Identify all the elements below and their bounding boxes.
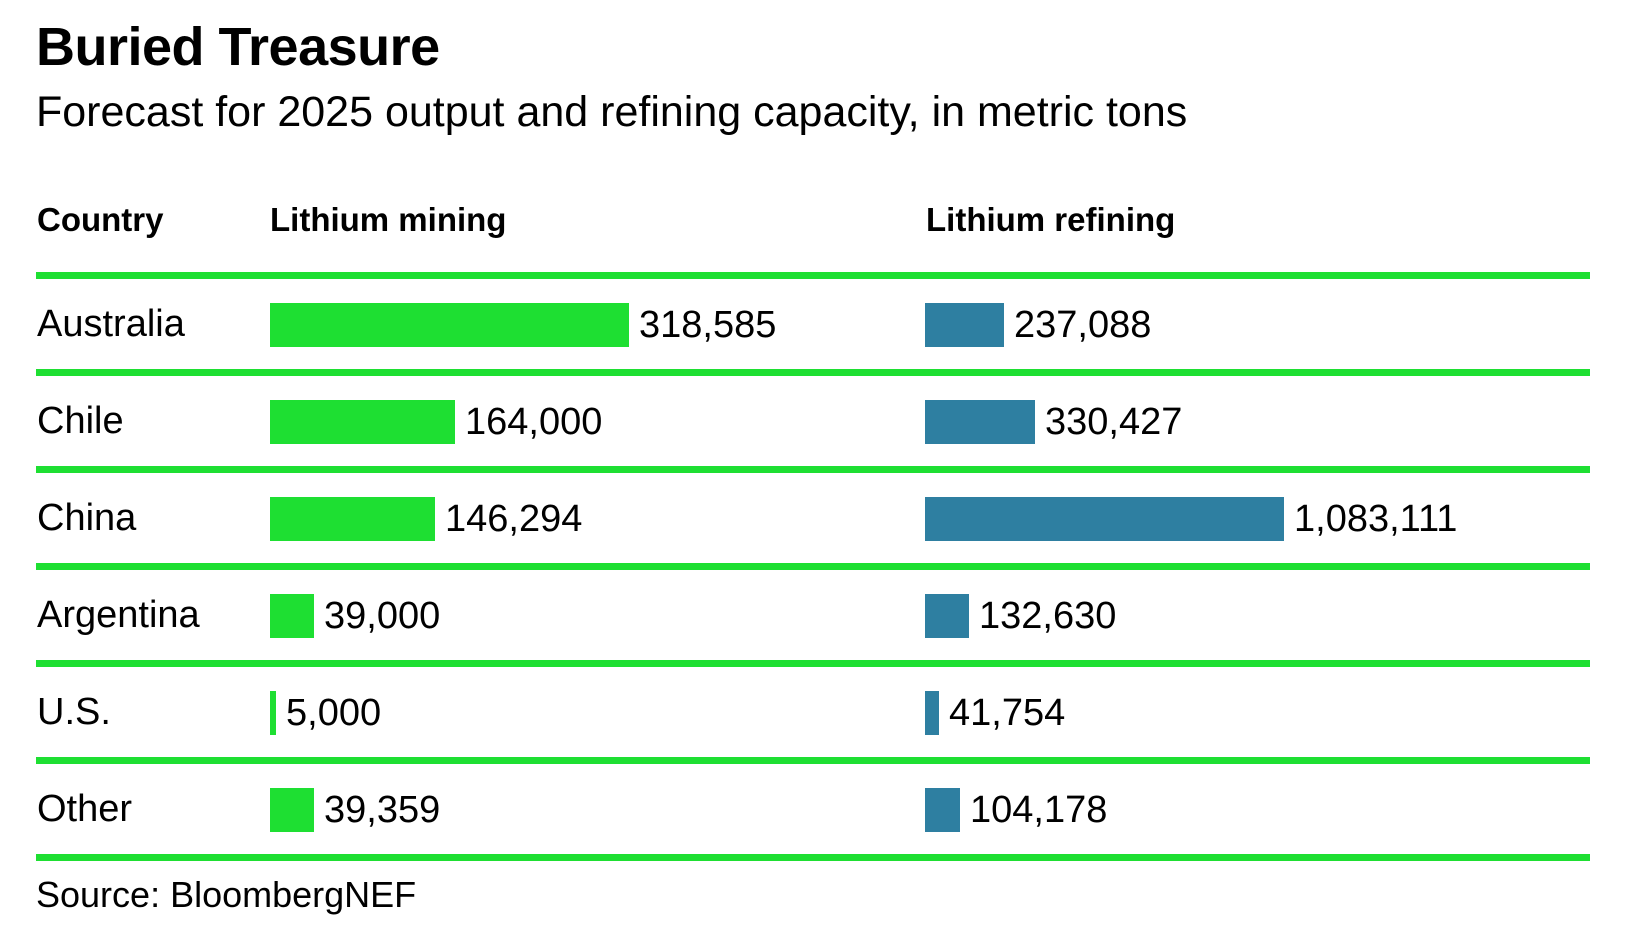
- mining-value-label: 146,294: [445, 498, 583, 540]
- row-divider: [36, 369, 1590, 376]
- country-label: Other: [37, 788, 133, 830]
- column-header-lithium-mining: Lithium mining: [270, 201, 507, 238]
- refining-value-label: 237,088: [1014, 304, 1152, 346]
- row-divider: [36, 466, 1590, 473]
- column-header-country: Country: [37, 201, 164, 238]
- country-label: U.S.: [37, 691, 111, 733]
- mining-bar: [270, 303, 629, 347]
- chart-title: Buried Treasure: [36, 17, 440, 77]
- row-divider: [36, 660, 1590, 667]
- mining-value-label: 318,585: [639, 304, 777, 346]
- refining-bar: [925, 497, 1284, 541]
- chart-subtitle: Forecast for 2025 output and refining ca…: [36, 88, 1188, 136]
- refining-bar: [925, 594, 969, 638]
- refining-bar: [925, 400, 1035, 444]
- column-header-lithium-refining: Lithium refining: [926, 201, 1176, 238]
- country-label: Australia: [37, 303, 185, 345]
- country-label: Chile: [37, 400, 124, 442]
- refining-value-label: 132,630: [979, 595, 1117, 637]
- refining-value-label: 104,178: [970, 789, 1108, 831]
- refining-value-label: 1,083,111: [1294, 498, 1458, 540]
- refining-bar: [925, 691, 939, 735]
- mining-bar: [270, 788, 314, 832]
- refining-value-label: 41,754: [949, 692, 1066, 734]
- refining-bar: [925, 303, 1004, 347]
- refining-value-label: 330,427: [1045, 401, 1183, 443]
- source-attribution: Source: BloombergNEF: [36, 874, 417, 915]
- mining-bar: [270, 400, 455, 444]
- mining-value-label: 39,000: [324, 595, 441, 637]
- mining-value-label: 164,000: [465, 401, 603, 443]
- mining-bar: [270, 594, 314, 638]
- mining-bar: [270, 497, 435, 541]
- country-label: China: [37, 497, 137, 539]
- refining-bar: [925, 788, 960, 832]
- row-divider: [36, 757, 1590, 764]
- mining-value-label: 5,000: [286, 692, 382, 734]
- mining-value-label: 39,359: [324, 789, 441, 831]
- row-divider: [36, 272, 1590, 279]
- country-label: Argentina: [37, 594, 200, 636]
- row-divider: [36, 854, 1590, 861]
- mining-bar: [270, 691, 276, 735]
- row-divider: [36, 563, 1590, 570]
